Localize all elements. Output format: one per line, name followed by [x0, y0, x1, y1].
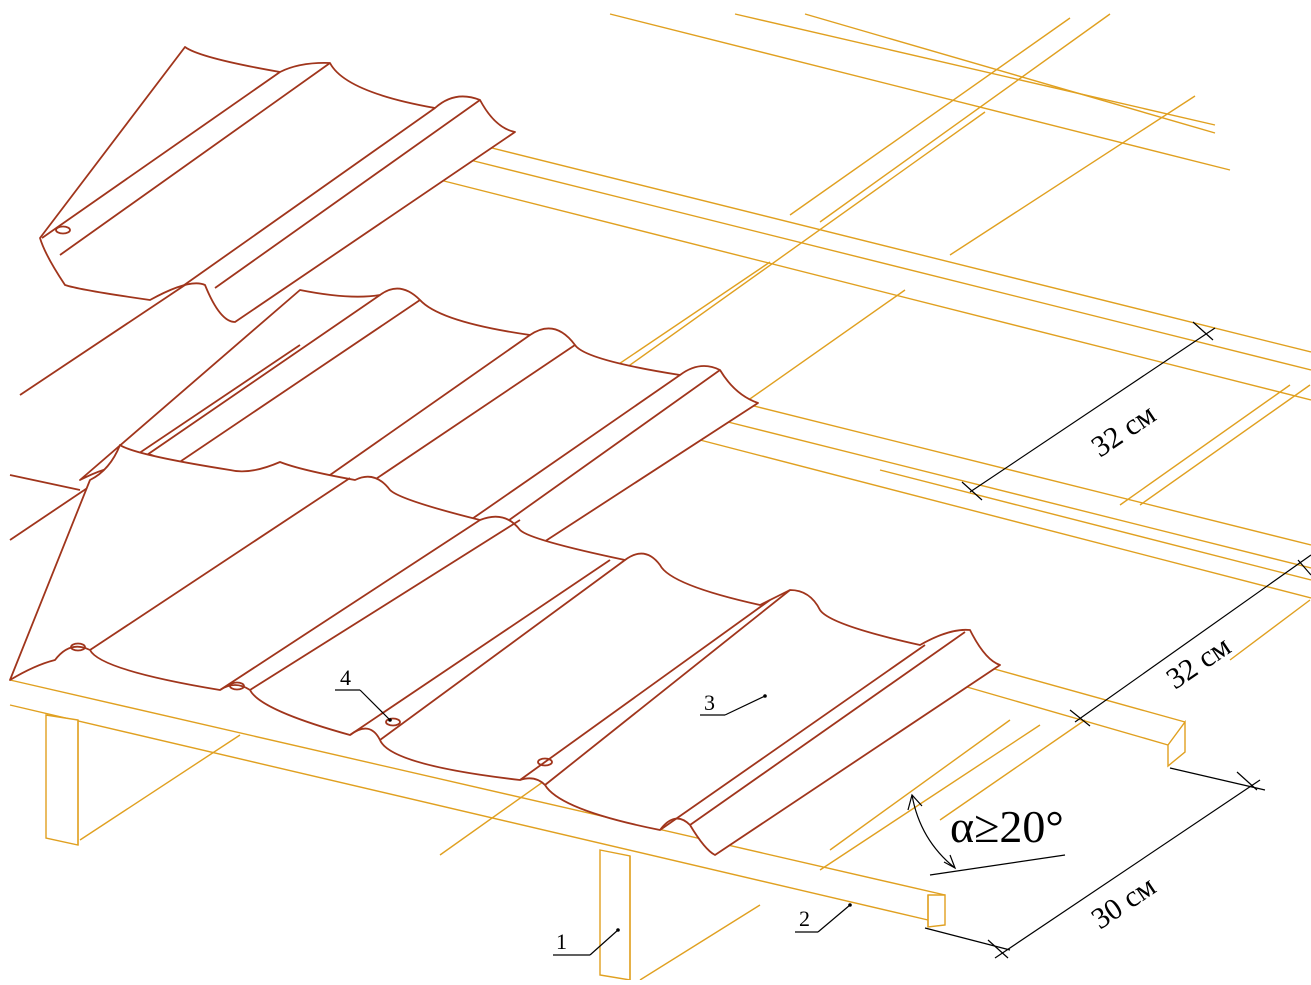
sheet-middle-edge — [9, 344, 301, 541]
batten-front-end — [927, 894, 946, 928]
dim-middle-label: 32 см — [1160, 629, 1236, 695]
dim-upper-tick-2 — [961, 481, 983, 501]
lathing-structure — [9, 13, 1311, 981]
dim-middle-tick-2 — [1069, 709, 1091, 727]
angle-arrow-bottom — [943, 854, 957, 870]
batten-2-inner — [879, 469, 1311, 581]
angle-arc — [911, 794, 956, 869]
batten-2-mid — [719, 419, 1311, 569]
rafter-d1 — [719, 289, 906, 421]
callout-4-dot — [388, 718, 392, 722]
sheet-lower — [9, 444, 1001, 856]
callout-4-leader — [359, 689, 391, 721]
dim-middle-line — [1074, 554, 1311, 723]
callout-2-leader — [817, 904, 851, 933]
batten-1-mid — [469, 159, 1311, 371]
rafter-e1 — [1139, 384, 1311, 506]
sheet-lower-crest-8 — [689, 631, 966, 826]
rafter-a2 — [819, 13, 1111, 223]
callout-3-leader — [724, 695, 766, 716]
dim-lower-label: 30 см — [1085, 869, 1161, 935]
rafter-i1 — [79, 734, 241, 841]
sheet-middle-left — [9, 474, 81, 491]
dim-upper-tick-1 — [1192, 321, 1214, 341]
rafter-b1 — [594, 111, 986, 391]
dim-lower-ext-2 — [924, 927, 1011, 951]
callout-1-dot — [616, 928, 620, 932]
rafter-b2 — [609, 261, 771, 371]
sheet-lower-crest-9 — [659, 644, 926, 831]
screw-lower-2 — [229, 681, 245, 691]
rafter-f1 — [1229, 599, 1311, 661]
callout-2-dot — [848, 903, 852, 907]
sheet-upper-edge — [19, 284, 186, 396]
batten-front-top — [9, 679, 946, 896]
rafter-g3 — [939, 719, 1086, 821]
sheet-lower-crest-2 — [249, 519, 521, 691]
batten-far-1 — [609, 13, 1231, 171]
screw-lower-1 — [70, 642, 86, 652]
post-center — [599, 849, 631, 981]
sheet-lower-crest-3 — [219, 519, 481, 691]
callout-3: 3 — [700, 690, 767, 716]
screw-upper — [55, 225, 71, 235]
angle-arrow-top — [907, 793, 923, 811]
dim-lower-line — [994, 779, 1261, 959]
callout-2: 2 — [795, 903, 852, 933]
sheet-middle-crest-2 — [149, 299, 421, 483]
batten-front-bot — [9, 704, 929, 921]
callout-1: 1 — [553, 928, 620, 956]
angle-reference-line — [929, 854, 1066, 876]
dim-lower-ext-1 — [1169, 767, 1266, 791]
batten-2-top — [729, 399, 1311, 546]
roof-sheets — [9, 46, 1001, 856]
callout-3-dot — [763, 694, 767, 698]
dimension-lines — [907, 321, 1311, 959]
sheet-lower-crest-4 — [379, 559, 626, 741]
rafter-e2 — [1119, 384, 1291, 506]
batten-1-top — [479, 144, 1311, 353]
rafter-a1 — [789, 17, 1071, 216]
callout-4: 4 — [335, 665, 392, 722]
sheet-upper — [39, 46, 516, 323]
sheet-lower-crest-1 — [89, 477, 351, 651]
dim-lower-tick-2 — [987, 939, 1009, 959]
rafter-h2 — [639, 904, 761, 981]
rafter-c1 — [949, 95, 1196, 256]
sheet-upper-crest-4 — [214, 99, 481, 289]
callout-1-leader — [589, 929, 619, 956]
batten-3-top — [979, 664, 1186, 723]
sheet-upper-crest-1 — [41, 71, 281, 239]
dim-lower-tick-1 — [1236, 771, 1258, 791]
callout-2-label: 2 — [799, 906, 810, 931]
batten-3-bot — [959, 684, 1169, 746]
callout-1-label: 1 — [556, 929, 567, 954]
sheet-lower-crest-6 — [544, 589, 791, 786]
batten-far-2 — [734, 13, 1216, 126]
angle-label: α≥20° — [950, 801, 1064, 852]
sheet-middle-crest-1 — [124, 294, 381, 471]
batten-3-end — [1167, 719, 1186, 768]
dim-middle-tick-1 — [1297, 559, 1311, 576]
post-left — [45, 714, 79, 846]
batten-2-bot — [699, 439, 1311, 599]
screw-lower-4 — [537, 757, 553, 767]
sheet-upper-crest-3 — [179, 107, 436, 289]
sheet-lower-crest-7 — [519, 599, 771, 781]
dim-upper-line — [969, 327, 1216, 493]
rafter-g1 — [819, 724, 1041, 871]
callout-3-label: 3 — [704, 690, 715, 715]
rafter-g2 — [829, 719, 1011, 851]
sheet-lower-crest-5 — [349, 559, 611, 736]
sheet-upper-crest-2 — [59, 62, 331, 256]
batten-far-3 — [804, 13, 1216, 134]
callout-4-label: 4 — [340, 665, 351, 690]
screw-lower-3 — [385, 717, 401, 727]
batten-1-bot — [439, 179, 1311, 401]
